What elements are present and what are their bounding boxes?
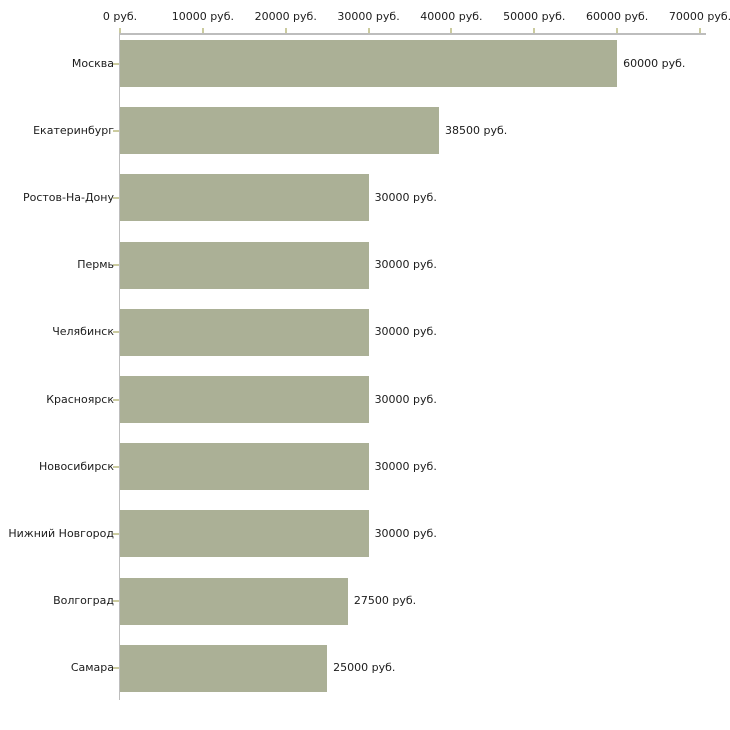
x-axis-tick-label: 70000 руб. (668, 10, 730, 23)
category-tick (113, 62, 119, 65)
value-label: 30000 руб. (374, 325, 437, 339)
category-tick (113, 129, 119, 132)
bar (120, 174, 369, 222)
x-axis-tick (119, 28, 121, 33)
value-label: 60000 руб. (623, 56, 686, 70)
value-label: 30000 руб. (374, 258, 437, 272)
x-axis-tick-label: 60000 руб. (586, 10, 649, 23)
bar (120, 308, 369, 356)
category-label: Волгоград (53, 594, 114, 608)
x-axis-line (120, 33, 706, 35)
x-axis-tick-label: 30000 руб. (337, 10, 400, 23)
bar (120, 443, 369, 491)
x-axis-tick (450, 28, 453, 33)
category-label: Красноярск (46, 392, 114, 406)
category-label: Ростов-На-Дону (22, 190, 114, 204)
x-axis-tick (533, 28, 536, 33)
bar (120, 107, 439, 155)
value-label: 27500 руб. (353, 594, 417, 608)
category-label: Новосибирск (38, 459, 114, 473)
category-label: Москва (71, 56, 114, 70)
bar (120, 241, 369, 289)
category-tick (113, 600, 119, 603)
x-axis-tick (284, 28, 287, 33)
value-label: 30000 руб. (374, 459, 437, 473)
category-tick (113, 331, 119, 334)
bar (120, 644, 328, 692)
x-axis-tick (201, 28, 204, 33)
x-axis-tick-label: 50000 руб. (503, 10, 566, 23)
value-label: 30000 руб. (374, 526, 437, 540)
x-axis-tick-label: 0 руб. (102, 10, 138, 23)
category-label: Челябинск (52, 325, 114, 339)
category-label: Нижний Новгород (8, 526, 114, 540)
category-label: Самара (70, 661, 114, 675)
x-axis-tick (367, 28, 370, 33)
x-axis-tick-label: 10000 руб. (171, 10, 234, 23)
category-tick (113, 532, 119, 535)
value-label: 30000 руб. (374, 392, 437, 406)
category-tick (113, 196, 119, 199)
category-label: Екатеринбург (33, 123, 114, 137)
category-tick (113, 667, 119, 670)
x-axis-tick-label: 20000 руб. (254, 10, 317, 23)
value-label: 30000 руб. (374, 190, 437, 204)
value-label: 25000 руб. (333, 661, 396, 675)
y-axis-line (119, 33, 120, 700)
category-tick (113, 398, 119, 401)
bar (120, 510, 369, 558)
category-tick (113, 264, 119, 267)
x-axis-tick (699, 28, 701, 33)
bar (120, 40, 618, 87)
value-label: 38500 руб. (445, 123, 508, 137)
bar (120, 376, 369, 423)
category-tick (113, 465, 119, 468)
x-axis-tick (616, 28, 619, 33)
x-axis-tick-label: 40000 руб. (420, 10, 483, 23)
category-label: Пермь (77, 258, 114, 272)
bar (120, 577, 348, 625)
